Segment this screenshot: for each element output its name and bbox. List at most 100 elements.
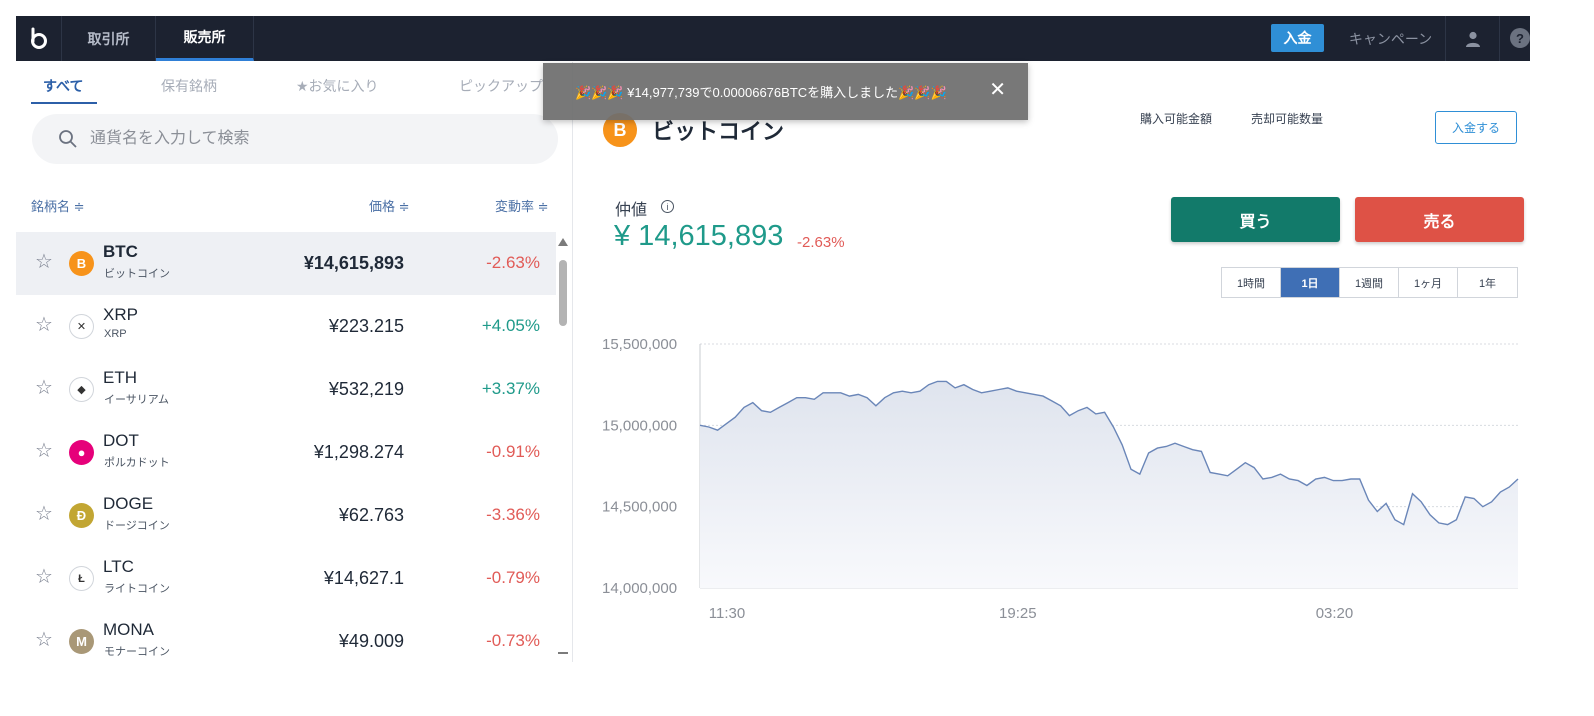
scroll-up-arrow-icon[interactable] bbox=[558, 238, 568, 246]
coin-price: ¥223.215 bbox=[328, 316, 404, 336]
coin-symbol: LTC bbox=[103, 557, 134, 576]
price-area-fill bbox=[700, 381, 1518, 588]
coin-change: -2.63% bbox=[486, 253, 540, 272]
favorite-star-icon[interactable]: ☆ bbox=[35, 503, 53, 525]
favorite-star-icon[interactable]: ☆ bbox=[35, 440, 53, 462]
toast-message: 🎉🎉🎉 ¥14,977,739で0.00006676BTCを購入しました🎉🎉🎉 bbox=[575, 85, 947, 100]
coin-symbol: MONA bbox=[103, 620, 154, 639]
help-icon[interactable]: ? bbox=[1510, 28, 1530, 48]
coin-row-btc[interactable]: ☆ B BTC ビットコイン ¥14,615,893 -2.63% bbox=[16, 232, 556, 295]
available-sell-label: 売却可能数量 bbox=[1251, 112, 1324, 126]
search-input[interactable] bbox=[90, 124, 530, 154]
coin-row-doge[interactable]: ☆ Ð DOGE ドージコイン ¥62.763 -3.36% bbox=[16, 484, 556, 547]
mid-price-value: ¥ 14,615,893 bbox=[614, 220, 784, 252]
coin-change: +3.37% bbox=[481, 379, 540, 398]
sell-button[interactable]: 売る bbox=[1355, 197, 1524, 242]
search-icon bbox=[58, 129, 78, 154]
nav-tab-exchange[interactable]: 取引所 bbox=[62, 16, 156, 61]
favorite-star-icon[interactable]: ☆ bbox=[35, 314, 53, 336]
coin-price: ¥14,627.1 bbox=[323, 568, 404, 588]
coin-change: -0.79% bbox=[486, 568, 540, 587]
campaign-link[interactable]: キャンペーン bbox=[1336, 16, 1446, 61]
coin-row-eth[interactable]: ☆ ◆ ETH イーサリアム ¥532,219 +3.37% bbox=[16, 358, 556, 421]
filter-tab-pickup[interactable]: ピックアップ bbox=[459, 78, 543, 94]
x-tick-label: 03:20 bbox=[1316, 605, 1354, 622]
favorite-star-icon[interactable]: ☆ bbox=[35, 629, 53, 651]
coin-japanese-name: ドージコイン bbox=[104, 520, 170, 532]
coin-change: -0.91% bbox=[486, 442, 540, 461]
x-tick-label: 19:25 bbox=[999, 605, 1037, 622]
y-tick-label: 14,000,000 bbox=[602, 580, 677, 597]
scrollbar-thumb[interactable] bbox=[559, 260, 567, 326]
coin-price: ¥1,298.274 bbox=[313, 442, 404, 462]
mona-coin-icon: M bbox=[69, 629, 94, 654]
dot-coin-icon: ● bbox=[69, 440, 94, 465]
coin-row-ltc[interactable]: ☆ Ł LTC ライトコイン ¥14,627.1 -0.79% bbox=[16, 547, 556, 610]
range-1day[interactable]: 1日 bbox=[1281, 268, 1340, 297]
coin-symbol: DOT bbox=[103, 431, 139, 450]
coin-price: ¥14,615,893 bbox=[303, 253, 404, 273]
x-tick-label: 11:30 bbox=[709, 605, 745, 622]
coin-japanese-name: ライトコイン bbox=[104, 583, 170, 595]
y-tick-label: 15,500,000 bbox=[602, 336, 677, 353]
price-chart: 15,500,000 15,000,000 14,500,000 14,000,000… bbox=[602, 336, 1519, 622]
filter-tab-favorites[interactable]: ★お気に入り bbox=[296, 78, 379, 94]
favorite-star-icon[interactable]: ☆ bbox=[35, 566, 53, 588]
doge-coin-icon: Ð bbox=[69, 503, 94, 528]
buy-button[interactable]: 買う bbox=[1171, 197, 1340, 242]
coin-japanese-name: ビットコイン bbox=[104, 268, 170, 280]
favorite-star-icon[interactable]: ☆ bbox=[35, 251, 53, 273]
close-icon[interactable]: ✕ bbox=[989, 79, 1006, 101]
coin-japanese-name: イーサリアム bbox=[104, 394, 170, 406]
coin-symbol: DOGE bbox=[103, 494, 154, 513]
deposit-now-button[interactable]: 入金する bbox=[1435, 111, 1517, 144]
column-header-price[interactable]: 価格 ≑ bbox=[369, 199, 410, 214]
coin-price: ¥49.009 bbox=[338, 631, 404, 651]
user-icon[interactable] bbox=[1446, 16, 1500, 61]
column-header-name[interactable]: 銘柄名 ≑ bbox=[31, 199, 85, 214]
range-1year[interactable]: 1年 bbox=[1458, 268, 1517, 297]
coin-japanese-name: ポルカドット bbox=[104, 457, 170, 469]
top-navbar: 取引所 販売所 入金 キャンペーン ? bbox=[16, 16, 1530, 61]
coin-list-scrollbar[interactable] bbox=[557, 236, 571, 658]
favorite-star-icon[interactable]: ☆ bbox=[35, 377, 53, 399]
deposit-button[interactable]: 入金 bbox=[1271, 24, 1324, 52]
chart-range-selector: 1時間 1日 1週間 1ヶ月 1年 bbox=[1221, 267, 1518, 298]
nav-tab-sales-office[interactable]: 販売所 bbox=[156, 16, 254, 61]
coin-row-dot[interactable]: ☆ ● DOT ポルカドット ¥1,298.274 -0.91% bbox=[16, 421, 556, 484]
coin-symbol: XRP bbox=[103, 305, 138, 324]
panel-divider bbox=[572, 62, 573, 662]
coin-row-xrp[interactable]: ☆ ✕ XRP XRP ¥223.215 +4.05% bbox=[16, 295, 556, 358]
coin-change: +4.05% bbox=[481, 316, 540, 335]
info-icon[interactable]: i bbox=[661, 200, 674, 213]
filter-tabs: すべて 保有銘柄 ★お気に入り ピックアップ bbox=[16, 62, 556, 106]
eth-coin-icon: ◆ bbox=[69, 377, 94, 402]
btc-coin-icon: B bbox=[69, 251, 94, 276]
scroll-down-arrow-icon[interactable] bbox=[558, 652, 568, 654]
search-box bbox=[32, 114, 558, 164]
coin-japanese-name: XRP bbox=[104, 328, 127, 340]
detail-coin-name: ビットコイン bbox=[652, 119, 785, 144]
range-1month[interactable]: 1ヶ月 bbox=[1399, 268, 1458, 297]
range-1hour[interactable]: 1時間 bbox=[1222, 268, 1281, 297]
y-tick-label: 15,000,000 bbox=[602, 417, 677, 434]
range-1week[interactable]: 1週間 bbox=[1340, 268, 1399, 297]
coin-symbol: BTC bbox=[103, 242, 138, 261]
column-header-change[interactable]: 変動率 ≑ bbox=[495, 199, 549, 214]
bitbank-logo-icon[interactable] bbox=[16, 16, 62, 61]
purchase-toast: 🎉🎉🎉 ¥14,977,739で0.00006676BTCを購入しました🎉🎉🎉 … bbox=[543, 63, 1028, 120]
coin-japanese-name: モナーコイン bbox=[104, 646, 170, 657]
filter-tab-holdings[interactable]: 保有銘柄 bbox=[161, 78, 217, 94]
coin-row-mona[interactable]: ☆ M MONA モナーコイン ¥49.009 -0.73% bbox=[16, 610, 556, 657]
filter-tab-underline bbox=[31, 102, 97, 104]
coin-list: ☆ B BTC ビットコイン ¥14,615,893 -2.63% ☆ ✕ XR… bbox=[16, 232, 556, 657]
available-buy-label: 購入可能金額 bbox=[1140, 112, 1213, 126]
coin-change: -3.36% bbox=[486, 505, 540, 524]
coin-symbol: ETH bbox=[103, 368, 137, 387]
coin-price: ¥532,219 bbox=[328, 379, 404, 399]
mid-price-label: 仲値 bbox=[615, 202, 648, 219]
y-tick-label: 14,500,000 bbox=[602, 499, 677, 516]
filter-tab-all[interactable]: すべて bbox=[43, 78, 84, 94]
mid-price-change: -2.63% bbox=[797, 234, 845, 251]
ltc-coin-icon: Ł bbox=[69, 566, 94, 591]
